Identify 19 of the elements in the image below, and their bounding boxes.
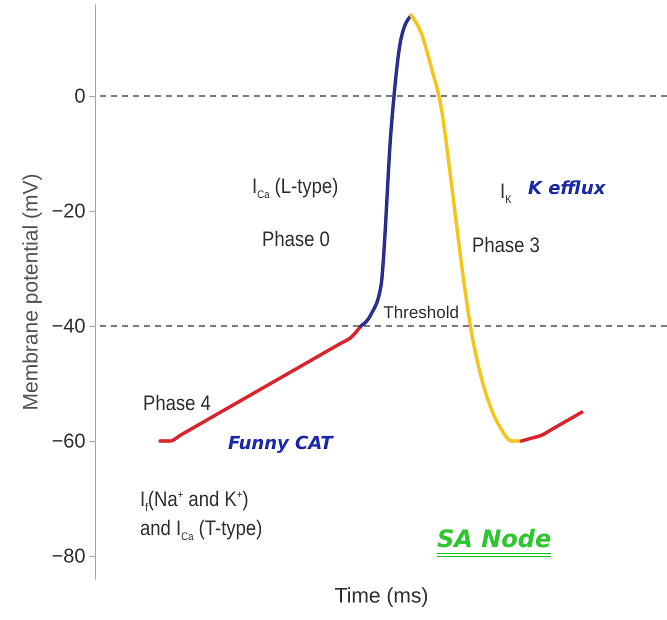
annotation: Phase 3 [472,234,540,258]
y-axis-title: Membrane potential (mV) [20,174,43,410]
ref-line-label: Threshold [383,303,459,322]
line-series [520,410,584,443]
annotation: and I$_{Ca}$ (T-type) [140,517,262,544]
annotation: K efflux [528,178,606,199]
annotation: I$_{Ca}$ (L-type) [252,175,338,202]
x-axis-title: Time (ms) [334,584,428,608]
annotation: SA Node [437,525,552,557]
annotation: Phase 4 [143,392,211,416]
y-tick-label: −20 [52,200,86,222]
annotation: Funny CAT [228,433,333,454]
annotation: Phase 0 [262,228,330,252]
y-tick-label: −60 [52,430,86,452]
y-tick-label: 0 [74,86,86,108]
annotation: I$_{K}$ [500,180,512,206]
annotation: I$_{f}$(Na$^{+}$ and K$^{+}$) [140,488,249,514]
y-tick-label: −40 [52,316,86,338]
y-tick-label: −80 [52,546,86,568]
